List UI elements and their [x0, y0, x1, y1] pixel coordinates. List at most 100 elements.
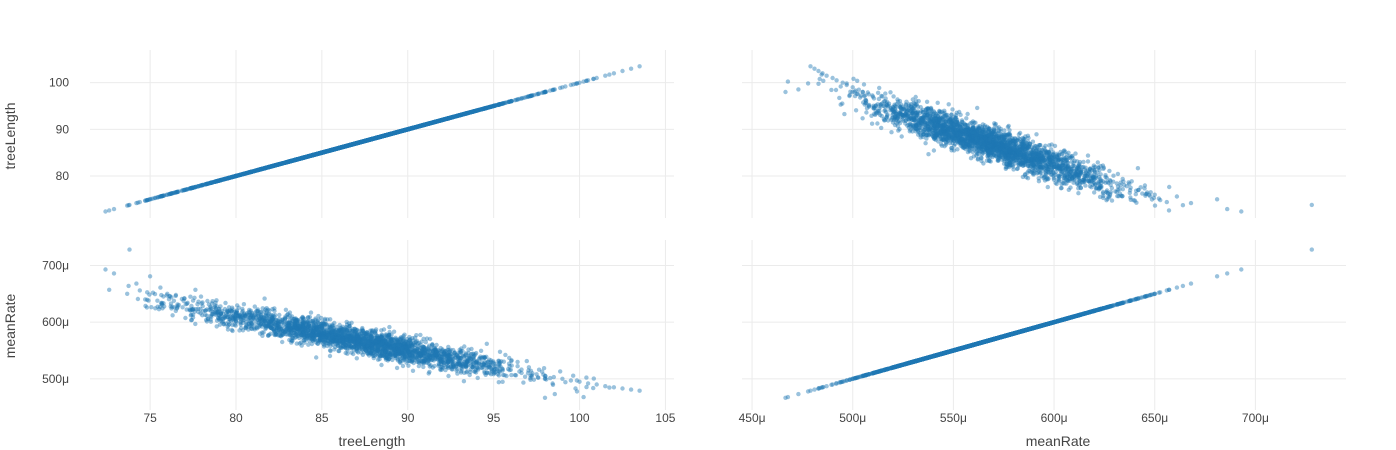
scatter-point: [866, 92, 871, 97]
scatter-point: [1099, 306, 1104, 312]
scatter-point: [992, 143, 997, 148]
scatter-point: [422, 351, 428, 357]
scatter-point: [517, 369, 522, 374]
scatter-point: [960, 345, 965, 351]
scatter-point: [990, 337, 995, 342]
scatter-point: [1007, 140, 1013, 146]
scatter-point: [216, 306, 221, 312]
scatter-point: [1074, 171, 1079, 176]
scatter-point: [1024, 327, 1030, 332]
scatter-point: [892, 103, 898, 109]
scatter-point: [1059, 317, 1065, 323]
scatter-point: [1017, 152, 1022, 158]
scatter-point: [560, 85, 565, 90]
scatter-point: [1038, 323, 1044, 329]
scatter-point: [1136, 296, 1141, 301]
scatter-point: [820, 385, 825, 390]
scatter-point: [924, 99, 930, 105]
scatter-point: [165, 291, 170, 296]
scatter-point: [1038, 153, 1044, 159]
scatter-point: [147, 197, 153, 202]
scatter-point: [336, 334, 342, 340]
scatter-point: [377, 346, 383, 351]
scatter-point: [870, 93, 875, 98]
scatter-point: [844, 82, 849, 88]
scatter-point: [307, 323, 312, 329]
scatter-point: [111, 206, 117, 212]
scatter-point: [293, 325, 299, 330]
scatter-points: [103, 64, 1315, 400]
scatter-point: [886, 366, 892, 371]
scatter-point: [193, 321, 198, 327]
scatter-point: [551, 374, 556, 380]
scatter-point: [1106, 304, 1111, 310]
scatter-point: [816, 386, 821, 391]
scatter-point: [307, 153, 312, 159]
scatter-point: [812, 66, 817, 71]
scatter-point: [158, 194, 163, 199]
scatter-point: [830, 382, 835, 387]
scatter-point: [243, 313, 248, 318]
scatter-point: [137, 288, 142, 293]
scatter-point: [975, 136, 980, 141]
scatter-point: [397, 346, 402, 351]
scatter-point: [347, 336, 352, 342]
scatter-point: [850, 85, 855, 90]
scatter-point: [603, 73, 608, 78]
scatter-point: [394, 351, 399, 356]
scatter-point: [876, 369, 882, 374]
scatter-point: [465, 359, 471, 364]
scatter-point: [519, 367, 524, 372]
scatter-point: [637, 388, 642, 393]
scatter-point: [173, 292, 179, 298]
scatter-point: [585, 78, 591, 83]
scatter-point: [945, 124, 950, 130]
scatter-point: [942, 129, 947, 134]
scatter-point: [229, 327, 234, 333]
scatter-point: [959, 345, 965, 351]
scatter-point: [1007, 332, 1013, 337]
scatter-point: [208, 180, 213, 186]
scatter-point: [1152, 192, 1157, 197]
scatter-point: [396, 350, 401, 356]
scatter-point: [875, 90, 881, 96]
scatter-point: [1021, 142, 1026, 147]
scatter-point: [910, 110, 916, 116]
scatter-point: [242, 313, 247, 319]
scatter-point: [1011, 331, 1016, 336]
scatter-point: [474, 108, 479, 113]
scatter-point: [442, 117, 447, 122]
scatter-point: [285, 323, 290, 329]
scatter-point: [975, 105, 980, 111]
scatter-point: [242, 171, 247, 176]
scatter-point: [111, 271, 117, 276]
scatter-point: [856, 374, 861, 380]
scatter-point: [337, 145, 342, 151]
scatter-point: [422, 122, 428, 127]
scatter-point: [349, 345, 354, 351]
scatter-point: [1051, 320, 1056, 325]
scatter-point: [1036, 179, 1042, 184]
scatter-point: [864, 110, 869, 115]
scatter-point: [992, 121, 997, 126]
scatter-point: [339, 145, 344, 150]
scatter-point: [808, 64, 813, 69]
scatter-point: [921, 356, 926, 362]
scatter-point: [904, 361, 910, 366]
scatter-point: [182, 187, 187, 193]
scatter-point: [948, 349, 953, 354]
scatter-point: [491, 103, 496, 109]
scatter-point: [993, 143, 998, 148]
scatter-point: [107, 287, 112, 292]
scatter-point: [993, 336, 998, 341]
scatter-point: [285, 159, 290, 165]
scatter-point: [233, 311, 239, 316]
scatter-point: [834, 78, 839, 83]
scatter-point: [964, 116, 969, 121]
scatter-point: [458, 112, 463, 118]
scatter-point: [355, 140, 360, 146]
scatter-point: [1082, 311, 1087, 316]
scatter-point: [380, 350, 385, 355]
scatter-point: [379, 343, 385, 348]
scatter-point: [869, 121, 875, 126]
